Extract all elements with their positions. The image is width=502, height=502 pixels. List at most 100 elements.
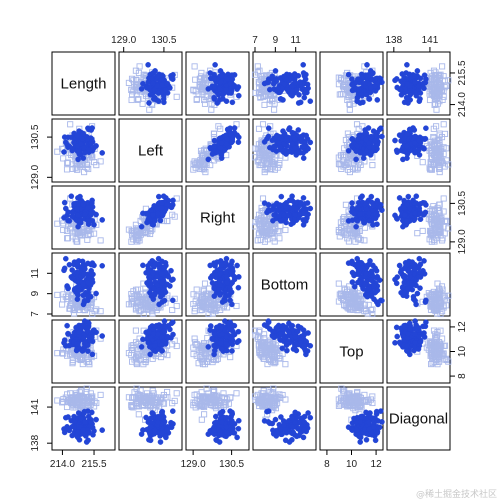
data-point-filled-circle [84,204,91,211]
data-point-filled-circle [79,347,85,354]
data-point-filled-circle [360,99,366,106]
data-point-filled-circle [420,145,427,151]
data-point-filled-circle [168,277,175,283]
data-point-filled-circle [229,348,235,354]
data-point-open-square [258,83,265,90]
data-point-filled-circle [416,152,423,158]
data-point-filled-circle [99,262,105,269]
data-point-filled-circle [82,149,88,156]
data-point-filled-circle [422,299,429,305]
data-point-filled-circle [273,324,280,331]
data-point-filled-circle [354,279,361,286]
data-point-open-square [259,93,267,100]
data-point-filled-circle [151,94,158,101]
data-point-filled-circle [222,293,229,300]
data-point-filled-circle [345,71,352,78]
data-point-filled-circle [212,62,218,68]
data-point-filled-circle [393,76,400,82]
data-point-filled-circle [368,277,374,283]
data-point-filled-circle [354,76,361,83]
data-point-filled-circle [392,339,398,346]
data-point-filled-circle [235,338,242,344]
data-point-filled-circle [217,86,223,92]
data-point-filled-circle [413,200,419,206]
data-point-filled-circle [415,274,422,280]
data-point-filled-circle [292,80,299,87]
data-point-filled-circle [158,270,165,277]
data-point-filled-circle [416,255,423,262]
data-point-filled-circle [363,270,369,277]
data-point-filled-circle [368,193,375,200]
data-point-filled-circle [363,200,369,206]
data-point-filled-circle [145,62,151,68]
data-point-filled-circle [403,261,410,268]
data-point-filled-circle [411,261,418,268]
panel-top-vs-right [185,318,250,384]
data-point-filled-circle [211,76,218,82]
panel-length-vs-diagonal [386,51,452,116]
data-point-filled-circle [354,218,361,224]
data-point-filled-circle [353,223,359,230]
panel-top-vs-diagonal [386,318,452,384]
data-point-filled-circle [301,94,308,101]
data-point-filled-circle [412,79,418,85]
data-point-filled-circle [151,218,158,224]
data-point-filled-circle [295,127,302,133]
data-point-filled-circle [164,80,171,87]
data-point-filled-circle [209,335,215,342]
data-point-filled-circle [63,205,69,212]
data-point-filled-circle [80,270,87,277]
data-point-filled-circle [164,335,171,341]
data-point-filled-circle [349,82,356,88]
data-point-filled-circle [349,200,355,206]
data-point-filled-circle [404,62,410,68]
data-point-filled-circle [161,318,168,324]
data-point-filled-circle [406,273,413,280]
data-point-filled-circle [354,143,361,150]
data-point-filled-circle [145,79,152,85]
data-point-filled-circle [76,329,82,335]
data-point-filled-circle [169,297,176,304]
data-point-filled-circle [71,201,77,207]
data-point-filled-circle [345,218,352,224]
data-point-filled-circle [307,98,314,104]
data-point-filled-circle [411,210,418,217]
data-point-filled-circle [146,85,153,91]
data-point-filled-circle [81,318,88,324]
data-point-open-square [344,96,351,103]
data-point-filled-circle [151,261,158,268]
data-point-open-square [266,100,273,107]
data-point-filled-circle [229,301,235,308]
data-point-open-square [252,89,259,96]
data-point-filled-circle [84,342,91,349]
data-point-filled-circle [297,79,303,85]
data-point-open-square [201,100,209,107]
data-point-filled-circle [61,199,68,206]
data-point-filled-circle [224,76,231,83]
data-point-filled-circle [379,297,385,304]
panel-right-vs-bottom [251,185,317,250]
data-point-filled-circle [224,342,231,349]
data-point-filled-circle [82,211,88,218]
data-point-filled-circle [393,215,400,222]
data-point-filled-circle [363,136,369,142]
data-point-filled-circle [271,212,277,218]
data-point-filled-circle [93,290,99,297]
data-point-filled-circle [159,347,165,354]
data-point-filled-circle [421,270,428,277]
data-point-open-square [256,67,263,74]
data-point-filled-circle [270,143,277,150]
data-point-filled-circle [146,100,152,106]
data-point-open-square [133,83,140,90]
data-point-filled-circle [357,149,364,156]
data-point-filled-circle [364,62,370,68]
data-point-filled-circle [292,72,299,78]
data-point-filled-circle [284,347,290,354]
data-point-filled-circle [269,73,276,80]
data-point-filled-circle [417,285,423,291]
data-point-filled-circle [235,92,242,99]
data-point-open-square [134,96,141,103]
data-point-filled-circle [207,327,213,333]
data-point-filled-circle [66,143,73,150]
panel-top-vs-left [118,318,183,384]
